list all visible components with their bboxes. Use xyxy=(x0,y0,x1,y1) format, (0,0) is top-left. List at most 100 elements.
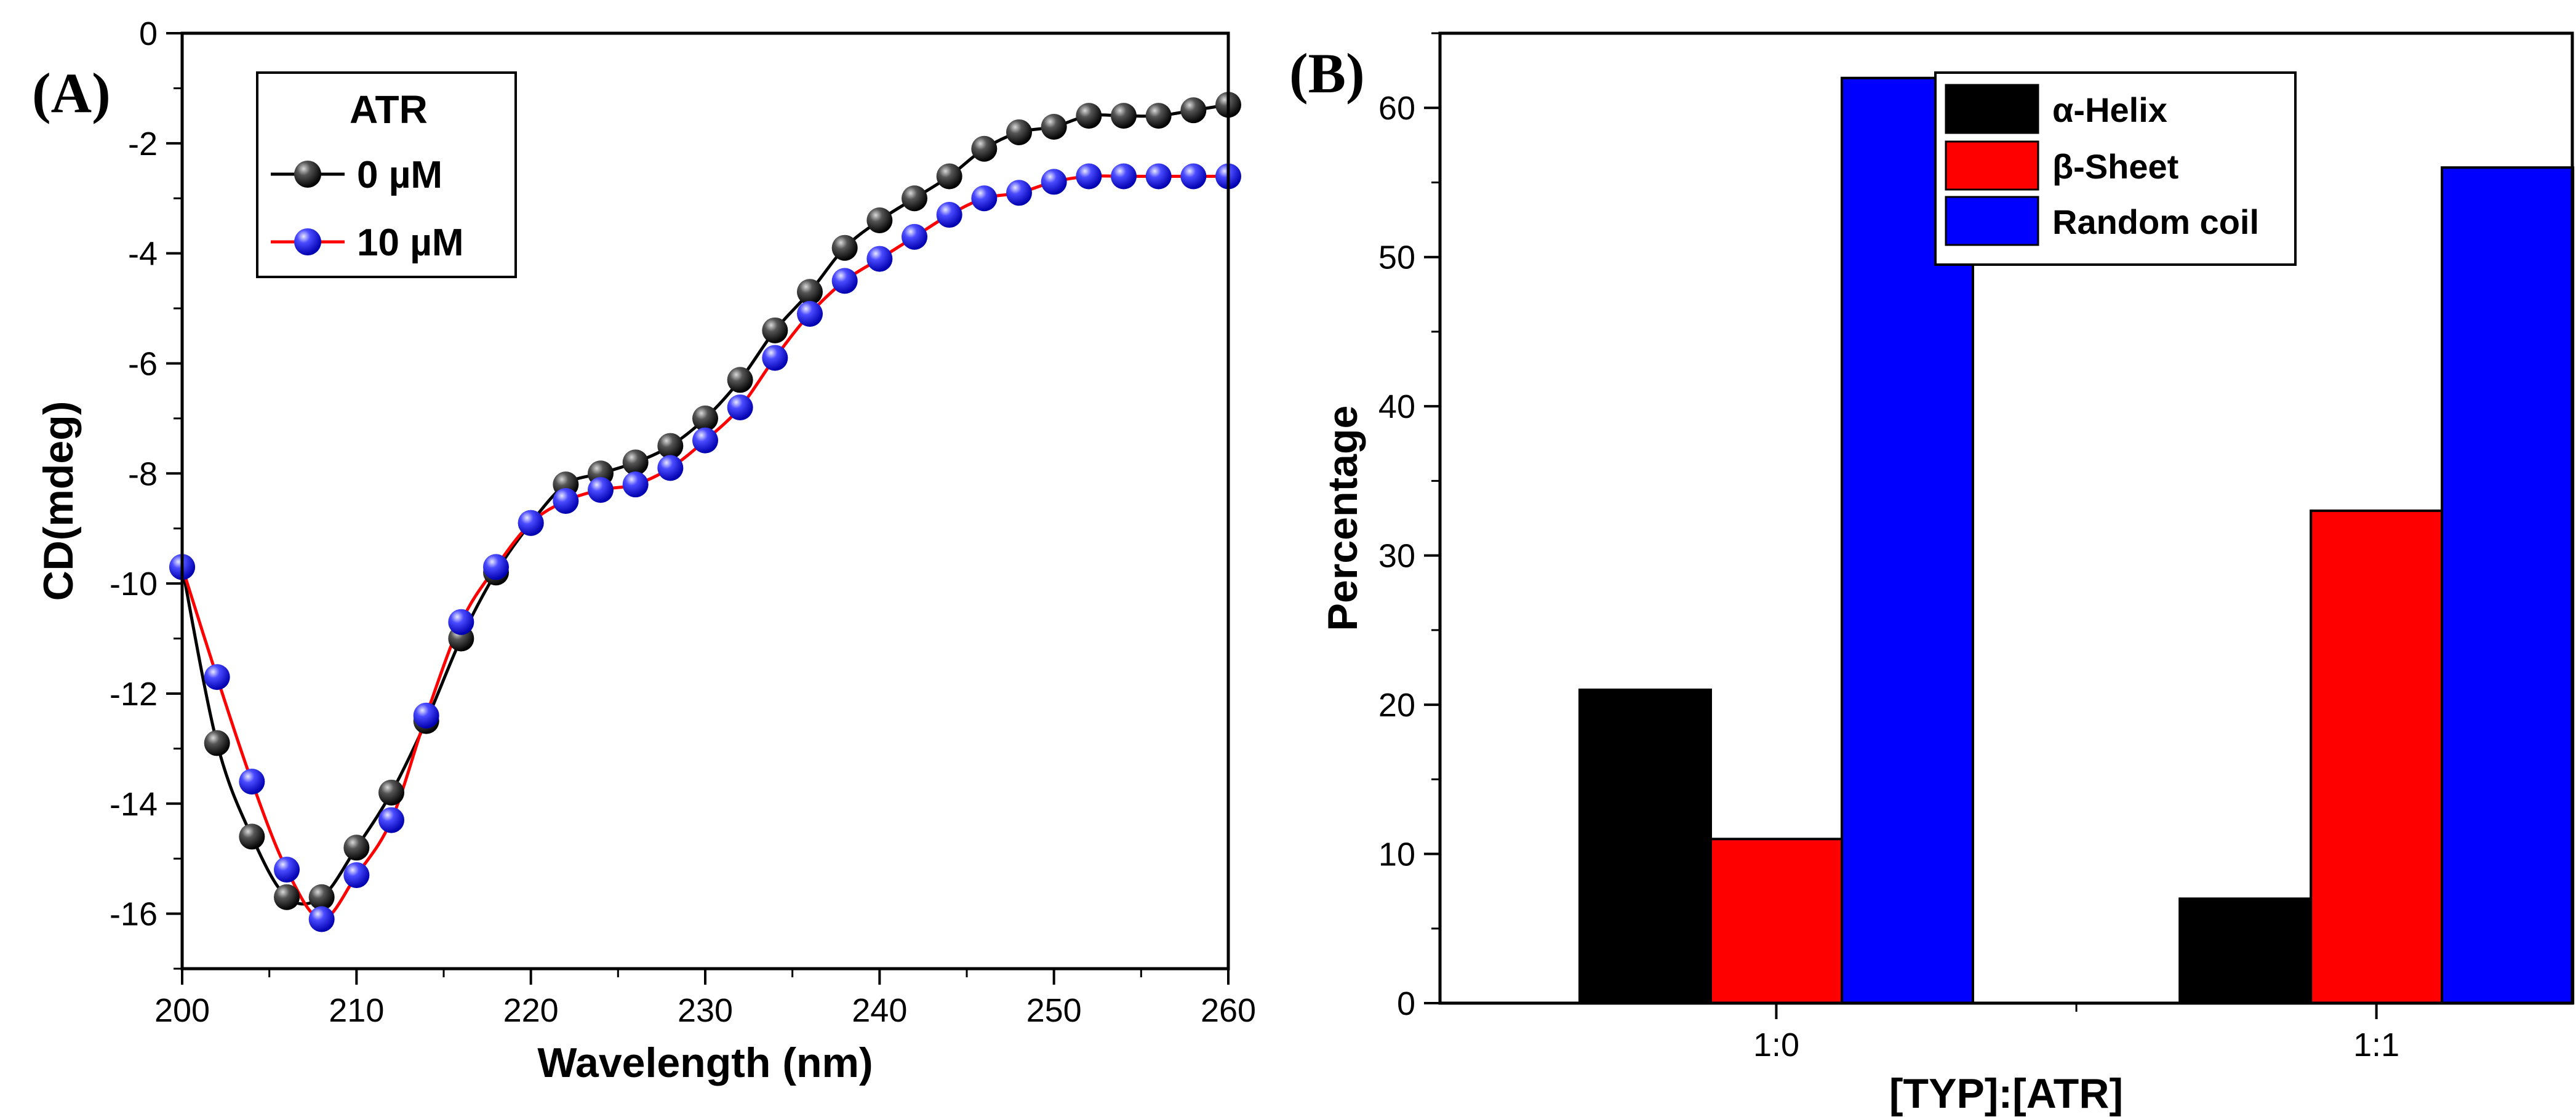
data-point-10um xyxy=(518,510,544,536)
y-tick-label-a: -14 xyxy=(110,786,158,823)
x-tick-label-a: 230 xyxy=(678,992,733,1029)
legend-b: α-Helix β-Sheet Random coil xyxy=(1934,71,2297,266)
bar-beta-sheet xyxy=(1709,838,1843,1005)
data-point-0um xyxy=(343,835,370,861)
y-tick-label-a: -16 xyxy=(110,896,158,933)
legend-label-beta-sheet: β-Sheet xyxy=(2052,147,2178,186)
data-point-0um xyxy=(866,207,893,233)
cd-spectrum-panel: (A) 200 210 220 230 240 250 260 0 -2 -4 -6 -8 -10 -12… xyxy=(32,15,1256,1086)
data-point-10um xyxy=(448,609,474,635)
data-point-10um xyxy=(1041,169,1067,195)
data-point-0um xyxy=(1041,114,1067,140)
data-point-10um xyxy=(483,554,509,580)
secondary-structure-panel: (B) 0 10 20 30 40 50 60 1:0 1:1 [TYP]:[ATR] Perc… xyxy=(1289,31,2575,1117)
data-point-0um xyxy=(831,234,858,261)
data-point-10um xyxy=(622,471,649,498)
legend-swatch-beta-sheet xyxy=(1945,140,2039,191)
data-point-10um xyxy=(1076,163,1102,190)
bar-random-coil xyxy=(2441,166,2575,1005)
y-tick-label-b: 30 xyxy=(1378,538,1415,575)
data-point-10um xyxy=(936,202,962,228)
data-point-10um xyxy=(204,664,230,691)
y-tick-label-a: -8 xyxy=(128,455,158,492)
data-point-10um xyxy=(343,862,370,888)
legend-label-0um: 0 µM xyxy=(357,154,442,196)
data-point-0um xyxy=(692,405,718,431)
x-axis-label-b: [TYP]:[ATR] xyxy=(1889,1070,2123,1117)
data-point-10um xyxy=(797,301,823,327)
y-tick-label-a: -2 xyxy=(128,126,158,162)
data-point-10um xyxy=(378,807,404,833)
data-point-0um xyxy=(378,779,404,806)
data-point-10um xyxy=(762,345,788,371)
data-point-0um xyxy=(971,135,998,162)
data-point-0um xyxy=(274,884,300,910)
legend-swatch-alpha-helix xyxy=(1945,84,2039,134)
x-tick-label-a: 240 xyxy=(852,992,907,1029)
data-point-0um xyxy=(762,317,788,343)
data-point-10um xyxy=(239,769,265,795)
data-point-10um xyxy=(1145,163,1172,190)
data-point-0um xyxy=(1076,103,1102,129)
data-point-0um xyxy=(1145,103,1172,129)
data-point-10um xyxy=(588,477,614,503)
data-point-0um xyxy=(1111,103,1137,129)
data-point-0um xyxy=(902,185,927,212)
bar-beta-sheet xyxy=(2310,509,2444,1004)
data-point-10um xyxy=(1111,163,1137,190)
x-tick-label-a: 200 xyxy=(154,992,210,1029)
x-tick-label-a: 210 xyxy=(329,992,384,1029)
data-point-10um xyxy=(657,455,684,481)
data-point-10um xyxy=(692,427,718,454)
x-tick-label-a: 250 xyxy=(1026,992,1082,1029)
y-tick-label-a: -10 xyxy=(110,566,158,603)
y-tick-label-a: 0 xyxy=(139,15,158,52)
y-axis-label-a: CD(mdeg) xyxy=(35,401,82,601)
data-point-10um xyxy=(971,185,998,212)
y-tick-label-b: 50 xyxy=(1378,239,1415,276)
data-point-10um xyxy=(1180,163,1207,190)
data-point-10um xyxy=(274,857,300,883)
data-point-0um xyxy=(936,163,962,190)
legend-label-10um: 10 µM xyxy=(357,222,464,264)
data-point-0um xyxy=(239,823,265,850)
y-tick-label-b: 40 xyxy=(1378,388,1415,425)
data-point-10um xyxy=(1006,180,1032,206)
data-point-0um xyxy=(1006,119,1032,145)
data-point-10um xyxy=(308,906,335,932)
data-point-0um xyxy=(727,367,753,393)
plot-frame-b xyxy=(1438,31,2574,1005)
data-point-0um xyxy=(308,884,335,910)
x-tick-label-a: 260 xyxy=(1201,992,1256,1029)
y-tick-label-b: 0 xyxy=(1397,985,1415,1022)
panel-label-b: (B) xyxy=(1289,42,1365,105)
legend-marker-0um xyxy=(294,161,321,188)
x-tick-label-b: 1:0 xyxy=(1753,1027,1799,1063)
panel-label-a: (A) xyxy=(32,62,111,124)
x-tick-label-a: 220 xyxy=(503,992,559,1029)
y-tick-label-b: 20 xyxy=(1378,687,1415,724)
data-point-10um xyxy=(866,246,893,272)
y-tick-label-b: 10 xyxy=(1378,836,1415,873)
data-point-0um xyxy=(204,730,230,756)
legend-label-alpha-helix: α-Helix xyxy=(2052,90,2167,129)
data-point-0um xyxy=(657,433,684,459)
series-line-10um xyxy=(180,174,1228,921)
data-point-10um xyxy=(831,268,858,294)
y-tick-label-b: 60 xyxy=(1378,90,1415,127)
legend-label-random-coil: Random coil xyxy=(2052,202,2259,241)
x-tick-label-b: 1:1 xyxy=(2353,1027,2399,1063)
data-point-10um xyxy=(902,223,927,250)
legend-a: ATR 0 µM 10 µM xyxy=(256,71,517,278)
bar-alpha-helix xyxy=(2178,897,2313,1005)
y-tick-label-a: -6 xyxy=(128,345,158,382)
data-point-0um xyxy=(622,449,649,476)
legend-swatch-random-coil xyxy=(1945,196,2039,246)
legend-marker-10um xyxy=(294,228,321,255)
y-tick-label-a: -12 xyxy=(110,676,158,713)
data-point-10um xyxy=(413,702,439,729)
data-point-0um xyxy=(797,279,823,305)
legend-title: ATR xyxy=(350,87,428,132)
x-axis-label-a: Wavelength (nm) xyxy=(537,1039,873,1086)
